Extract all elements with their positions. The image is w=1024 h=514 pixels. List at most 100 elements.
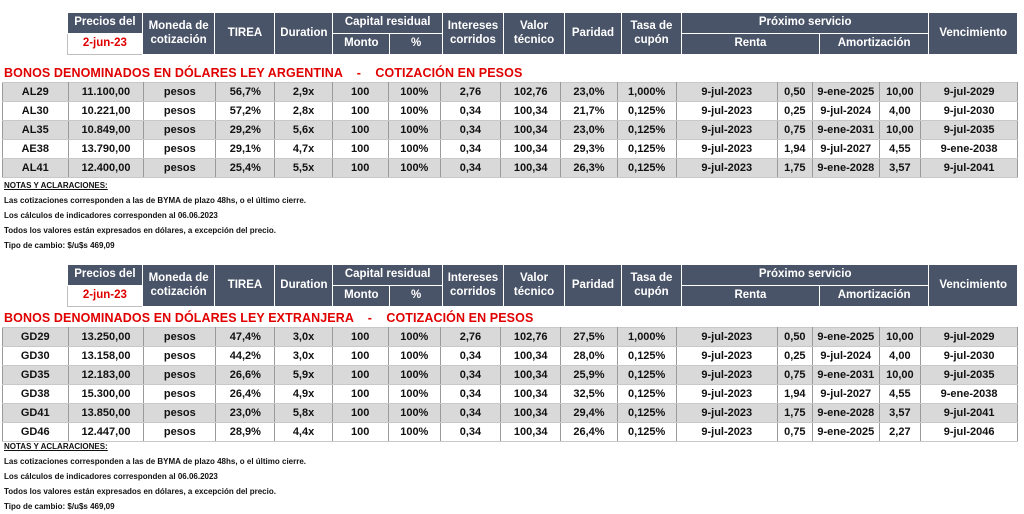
cell-tasa-cupon: 0,125% [616, 101, 677, 121]
cell-valor-tecnico: 100,34 [500, 120, 562, 140]
header-renta: Renta [680, 285, 820, 307]
cell-moneda: pesos [143, 365, 217, 385]
cell-renta: 0,50 [776, 82, 814, 102]
cell-precio: 13.250,00 [67, 327, 145, 347]
cell-ticker: GD35 [2, 365, 69, 385]
cell-valor-tecnico: 100,34 [500, 403, 562, 423]
cell-duration: 5,9x [274, 365, 333, 385]
cell-moneda: pesos [143, 139, 217, 159]
cell-valor-tecnico: 100,34 [500, 365, 562, 385]
cell-ticker: GD46 [2, 422, 69, 442]
cell-ticker: GD29 [2, 327, 69, 347]
notes: NOTAS Y ACLARACIONES: Las cotizaciones c… [4, 178, 306, 253]
header-capital-residual: Capital residual [332, 12, 443, 34]
cell-amortizacion: 4,55 [878, 139, 922, 159]
header-renta: Renta [680, 33, 820, 55]
table-row: AL41 12.400,00 pesos 25,4% 5,5x 100 100% 0,34 10… [2, 158, 1018, 178]
cell-precio: 10.221,00 [67, 101, 145, 121]
cell-amortizacion: 3,57 [878, 158, 922, 178]
header-valor: Valor técnico [502, 264, 566, 307]
cell-tasa-cupon: 0,125% [616, 422, 677, 442]
cell-vencimiento: 9-jul-2030 [920, 346, 1018, 366]
cell-duration: 2,8x [274, 101, 333, 121]
cell-renta-fecha: 9-jul-2023 [675, 120, 778, 140]
cell-moneda: pesos [143, 403, 217, 423]
cell-paridad: 32,5% [560, 384, 618, 404]
cell-duration: 5,8x [274, 403, 333, 423]
cell-intereses: 0,34 [439, 422, 502, 442]
cell-duration: 2,9x [274, 82, 333, 102]
cell-intereses: 0,34 [439, 139, 502, 159]
cell-precio: 15.300,00 [67, 384, 145, 404]
cell-ticker: GD41 [2, 403, 69, 423]
cell-duration: 4,7x [274, 139, 333, 159]
cell-pct: 100% [387, 403, 441, 423]
table-row: GD35 12.183,00 pesos 26,6% 5,9x 100 100% 0,34 10… [2, 365, 1018, 385]
cell-tirea: 57,2% [215, 101, 276, 121]
header-moneda: Moneda de cotización [141, 12, 216, 55]
header-proximo-servicio: Próximo servicio [680, 12, 930, 34]
cell-amortizacion-fecha: 9-jul-2024 [812, 346, 880, 366]
note-line: Las cotizaciones corresponden a las de B… [4, 196, 307, 205]
cell-monto: 100 [331, 158, 389, 178]
cell-paridad: 26,4% [560, 422, 618, 442]
cell-renta: 0,75 [776, 120, 814, 140]
note-line: Las cotizaciones corresponden a las de B… [4, 457, 307, 466]
cell-paridad: 23,0% [560, 82, 618, 102]
cell-duration: 5,5x [274, 158, 333, 178]
cell-renta-fecha: 9-jul-2023 [675, 327, 778, 347]
cell-renta: 1,75 [776, 158, 814, 178]
header-tirea: TIREA [214, 12, 276, 55]
cell-tirea: 25,4% [215, 158, 276, 178]
note-line: Todos los valores están expresados en dó… [4, 226, 276, 235]
cell-valor-tecnico: 100,34 [500, 384, 562, 404]
cell-paridad: 25,9% [560, 365, 618, 385]
cell-valor-tecnico: 100,34 [500, 101, 562, 121]
cell-tirea: 29,1% [215, 139, 276, 159]
cell-monto: 100 [331, 422, 389, 442]
header-vencimiento: Vencimiento [928, 264, 1018, 307]
cell-pct: 100% [387, 365, 441, 385]
cell-pct: 100% [387, 346, 441, 366]
cell-vencimiento: 9-jul-2035 [920, 365, 1018, 385]
cell-tasa-cupon: 1,000% [616, 82, 677, 102]
header-valor: Valor técnico [502, 12, 566, 55]
table-row: AL35 10.849,00 pesos 29,2% 5,6x 100 100% 0,34 10… [2, 120, 1018, 140]
cell-paridad: 28,0% [560, 346, 618, 366]
header-pct: % [389, 33, 443, 55]
cell-tasa-cupon: 0,125% [616, 365, 677, 385]
cell-vencimiento: 9-jul-2041 [920, 403, 1018, 423]
header-vencimiento: Vencimiento [928, 12, 1018, 55]
cell-ticker: AL30 [2, 101, 69, 121]
header-date: 2-jun-23 [67, 33, 143, 55]
notes: NOTAS Y ACLARACIONES: Las cotizaciones c… [4, 439, 306, 514]
header-duration: Duration [274, 264, 334, 307]
header-tasa: Tasa de cupón [620, 12, 682, 55]
cell-tirea: 29,2% [215, 120, 276, 140]
header-intereses: Intereses corridos [441, 264, 504, 307]
cell-renta: 0,50 [776, 327, 814, 347]
cell-precio: 12.400,00 [67, 158, 145, 178]
header-paridad: Paridad [564, 264, 622, 307]
section-ley-argentina: Precios del Moneda de cotización TIREA Du… [0, 0, 1024, 250]
cell-pct: 100% [387, 139, 441, 159]
header-monto: Monto [332, 285, 391, 307]
header-tirea: TIREA [214, 264, 276, 307]
header-duration: Duration [274, 12, 334, 55]
note-line: Los cálculos de indicadores corresponden… [4, 211, 218, 220]
cell-valor-tecnico: 100,34 [500, 422, 562, 442]
note-line: Los cálculos de indicadores corresponden… [4, 472, 218, 481]
cell-pct: 100% [387, 158, 441, 178]
cell-tirea: 44,2% [215, 346, 276, 366]
header-monto: Monto [332, 33, 391, 55]
cell-valor-tecnico: 100,34 [500, 346, 562, 366]
cell-pct: 100% [387, 82, 441, 102]
cell-monto: 100 [331, 365, 389, 385]
cell-tirea: 23,0% [215, 403, 276, 423]
table-row: AL29 11.100,00 pesos 56,7% 2,9x 100 100% 2,76 10… [2, 82, 1018, 102]
cell-renta: 0,25 [776, 101, 814, 121]
cell-precio: 12.183,00 [67, 365, 145, 385]
cell-renta-fecha: 9-jul-2023 [675, 346, 778, 366]
cell-monto: 100 [331, 346, 389, 366]
